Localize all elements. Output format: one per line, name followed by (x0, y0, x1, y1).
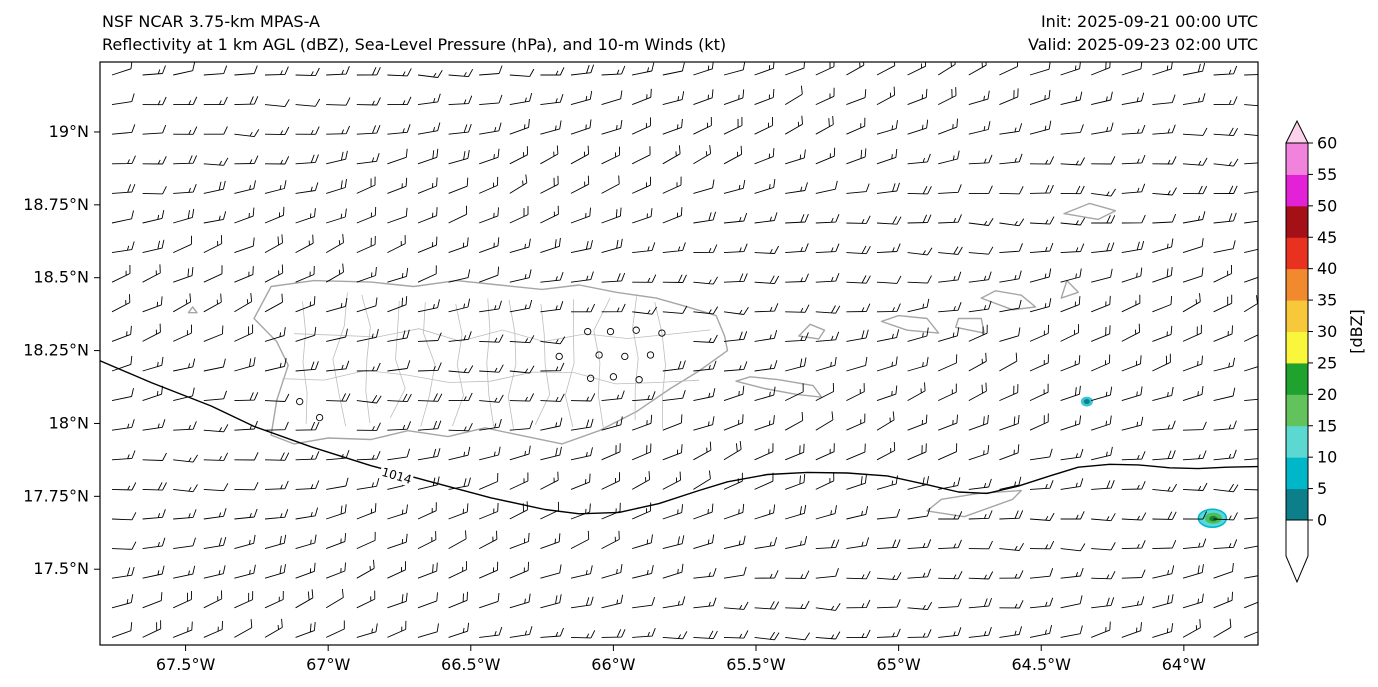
colorbar: 0 5 10 15 20 25 30 35 40 45 50 55 60 [dBZ] (1285, 119, 1366, 584)
calm-wind-circle (632, 326, 640, 334)
coastline-desecheo (187, 306, 198, 314)
x-tick-label: 67°W (306, 655, 350, 674)
colorbar-segment (1286, 174, 1308, 207)
calm-wind-circle (658, 329, 666, 337)
product-title: Reflectivity at 1 km AGL (dBZ), Sea-Leve… (102, 35, 727, 54)
colorbar-under-arrow (1285, 519, 1309, 584)
colorbar-tick-label: 60 (1317, 134, 1337, 153)
colorbar-segment (1286, 143, 1308, 175)
axes: 67.5°W 67°W 66.5°W 66°W 65.5°W 65°W 64.5°W 64°W… (23, 122, 1206, 674)
coastline-culebra (798, 323, 826, 340)
y-tick-label: 18°N (49, 413, 89, 432)
calm-wind-circle (609, 373, 618, 381)
y-tick-label: 17.75°N (23, 486, 89, 505)
colorbar-axis-label: [dBZ] (1347, 309, 1366, 354)
colorbar-tick-label: 35 (1317, 291, 1337, 310)
colorbar-tick-label: 20 (1317, 385, 1337, 404)
init-time-label: Init: 2025-09-21 00:00 UTC (1040, 12, 1258, 31)
colorbar-tick-label: 15 (1317, 416, 1337, 435)
calm-wind-circle (586, 374, 595, 382)
calm-wind-circle (595, 351, 603, 359)
colorbar-tick-label: 0 (1317, 511, 1327, 530)
map-layers: 1014 (100, 62, 1258, 641)
title-block: NSF NCAR 3.75-km MPAS-A Reflectivity at … (102, 10, 726, 56)
colorbar-segment (1286, 457, 1308, 490)
colorbar-segment (1286, 300, 1308, 332)
colorbar-tick-label: 10 (1317, 448, 1337, 467)
x-tick-label: 64°W (1162, 655, 1206, 674)
colorbar-tick-label: 25 (1317, 353, 1337, 372)
y-tick-label: 18.5°N (33, 268, 89, 287)
calm-wind-circle (621, 352, 629, 361)
calm-wind-circle (646, 351, 655, 359)
colorbar-segment (1286, 488, 1308, 521)
plot-border (99, 61, 1259, 646)
wind-barbs (111, 62, 1258, 641)
colorbar-segment (1286, 362, 1308, 395)
colorbar-segment (1286, 237, 1308, 270)
valid-time-label: Valid: 2025-09-23 02:00 UTC (1027, 35, 1258, 54)
coastline-anegada (1063, 202, 1117, 221)
calm-wind-circle (315, 413, 324, 422)
calm-wind-circle (584, 327, 592, 336)
model-title: NSF NCAR 3.75-km MPAS-A (102, 12, 320, 31)
colorbar-tick-label: 50 (1317, 196, 1337, 215)
y-tick-label: 17.5°N (33, 559, 89, 578)
time-block: Init: 2025-09-21 00:00 UTC Valid: 2025-0… (1028, 10, 1258, 56)
slp-contour-line (100, 360, 1258, 515)
colorbar-segment (1286, 331, 1308, 364)
coastline-st_croix (926, 489, 1022, 518)
colorbar-segment (1286, 268, 1308, 301)
coastline-layer (187, 202, 1117, 518)
coastline-vieques (735, 376, 823, 398)
municipal-boundaries (282, 292, 711, 429)
colorbar-tick-label: 5 (1317, 479, 1327, 498)
coastline-tortola (980, 290, 1037, 311)
x-tick-label: 65.5°W (726, 655, 786, 674)
x-tick-label: 67.5°W (156, 655, 216, 674)
x-tick-label: 65°W (877, 655, 921, 674)
colorbar-segment (1286, 205, 1308, 238)
colorbar-tick-label: 30 (1317, 322, 1337, 341)
wind-barbs-layer (111, 62, 1258, 641)
reflectivity-cells (1080, 396, 1228, 528)
colorbar-over-arrow (1285, 119, 1309, 144)
y-tick-label: 18.25°N (23, 341, 89, 360)
coastline-st_thomas (880, 314, 940, 334)
colorbar-tick-label: 40 (1317, 259, 1337, 278)
calm-wind-circle (296, 397, 304, 406)
colorbar-segment (1286, 394, 1308, 427)
colorbar-tick-label: 55 (1317, 165, 1337, 184)
x-tick-label: 64.5°W (1012, 655, 1072, 674)
coastline-st_john (955, 317, 985, 334)
calm-wind-circle (555, 352, 563, 361)
slp-contour-label: 1014 (380, 465, 413, 487)
y-tick-label: 19°N (49, 122, 89, 141)
colorbar-segment (1286, 425, 1308, 458)
calm-wind-circle (635, 376, 643, 384)
x-tick-label: 66.5°W (441, 655, 501, 674)
y-tick-label: 18.75°N (23, 195, 89, 214)
coastline-puerto_rico (253, 279, 729, 445)
calm-wind-circle (606, 327, 615, 336)
x-tick-label: 66°W (591, 655, 635, 674)
colorbar-tick-label: 45 (1317, 228, 1337, 247)
coastline-virgin_gorda (1060, 279, 1080, 299)
